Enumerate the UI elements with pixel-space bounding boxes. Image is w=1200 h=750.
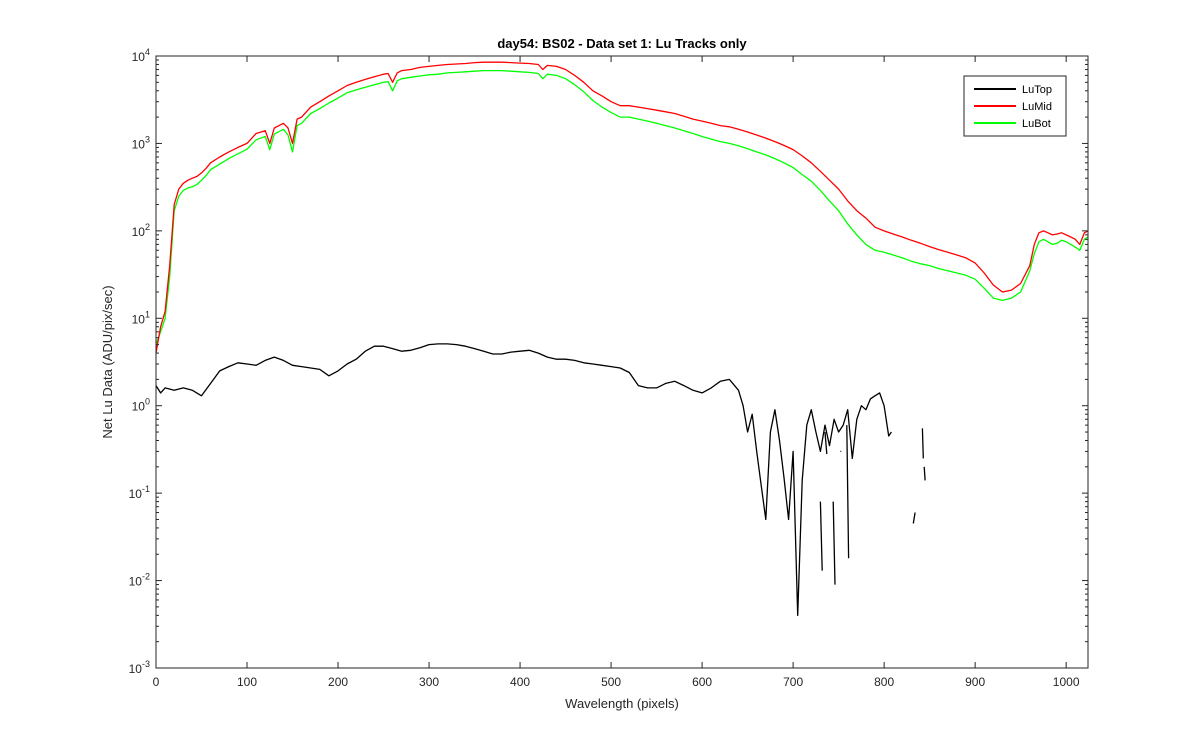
series-fragment-lutop-2 xyxy=(832,501,836,585)
y-tick-exponent: 0 xyxy=(145,397,150,407)
y-tick-label: 104 xyxy=(132,47,150,64)
y-tick-exponent: -1 xyxy=(142,484,150,494)
x-tick-label: 100 xyxy=(237,675,257,689)
y-tick-label: 10-1 xyxy=(129,484,150,501)
legend: LuTop LuMid LuBot xyxy=(963,75,1067,137)
y-tick-label: 10-3 xyxy=(129,659,150,676)
x-tick-label: 700 xyxy=(783,675,803,689)
y-tick-base: 10 xyxy=(132,312,146,326)
series-line-lubot xyxy=(155,69,1089,345)
legend-label-lubot: LuBot xyxy=(1022,118,1051,130)
x-tick-label: 0 xyxy=(153,675,160,689)
y-tick-base: 10 xyxy=(132,50,146,64)
y-tick-base: 10 xyxy=(132,137,146,151)
chart-title: day54: BS02 - Data set 1: Lu Tracks only xyxy=(497,36,747,51)
series-fragment-lutop-6 xyxy=(921,428,924,459)
x-tick-label: 800 xyxy=(874,675,894,689)
y-tick-label: 102 xyxy=(132,222,150,239)
legend-label-lumid: LuMid xyxy=(1022,101,1052,113)
series-line-lutop xyxy=(155,343,892,617)
y-tick-base: 10 xyxy=(132,400,146,414)
y-tick-label: 10-2 xyxy=(129,572,150,589)
y-tick-base: 10 xyxy=(129,575,143,589)
series-layer xyxy=(155,61,1089,617)
y-tick-base: 10 xyxy=(132,225,146,239)
x-tick-label: 400 xyxy=(510,675,530,689)
y-axis-label: Net Lu Data (ADU/pix/sec) xyxy=(100,285,115,438)
y-tick-exponent: 3 xyxy=(145,134,150,144)
y-tick-label: 101 xyxy=(132,309,150,326)
y-tick-base: 10 xyxy=(129,487,143,501)
y-tick-exponent: 1 xyxy=(145,309,150,319)
x-ticks: 0 100 200 300 400 500 600 700 800 900 1000 xyxy=(153,56,1080,689)
series-fragment-lutop-1 xyxy=(824,431,828,455)
y-tick-label: 100 xyxy=(132,397,150,414)
x-tick-label: 200 xyxy=(328,675,348,689)
series-fragment-lutop-7 xyxy=(923,466,926,481)
x-axis-label: Wavelength (pixels) xyxy=(565,696,679,711)
plot-area-box xyxy=(155,55,1089,669)
x-tick-label: 300 xyxy=(419,675,439,689)
x-tick-label: 1000 xyxy=(1053,675,1080,689)
y-tick-base: 10 xyxy=(129,662,143,676)
series-fragment-lutop-0 xyxy=(819,501,823,571)
series-fragment-lutop-4 xyxy=(846,425,850,559)
series-line-lumid xyxy=(155,61,1089,354)
y-tick-exponent: 4 xyxy=(145,47,150,57)
x-tick-label: 500 xyxy=(601,675,621,689)
legend-label-lutop: LuTop xyxy=(1022,84,1052,96)
x-tick-label: 900 xyxy=(965,675,985,689)
series-fragment-lutop-5 xyxy=(912,512,916,524)
y-tick-exponent: 2 xyxy=(145,222,150,232)
y-tick-label: 103 xyxy=(132,134,150,151)
y-tick-exponent: -3 xyxy=(142,659,150,669)
x-tick-label: 600 xyxy=(692,675,712,689)
y-tick-exponent: -2 xyxy=(142,572,150,582)
plot-area-background xyxy=(156,56,1088,668)
